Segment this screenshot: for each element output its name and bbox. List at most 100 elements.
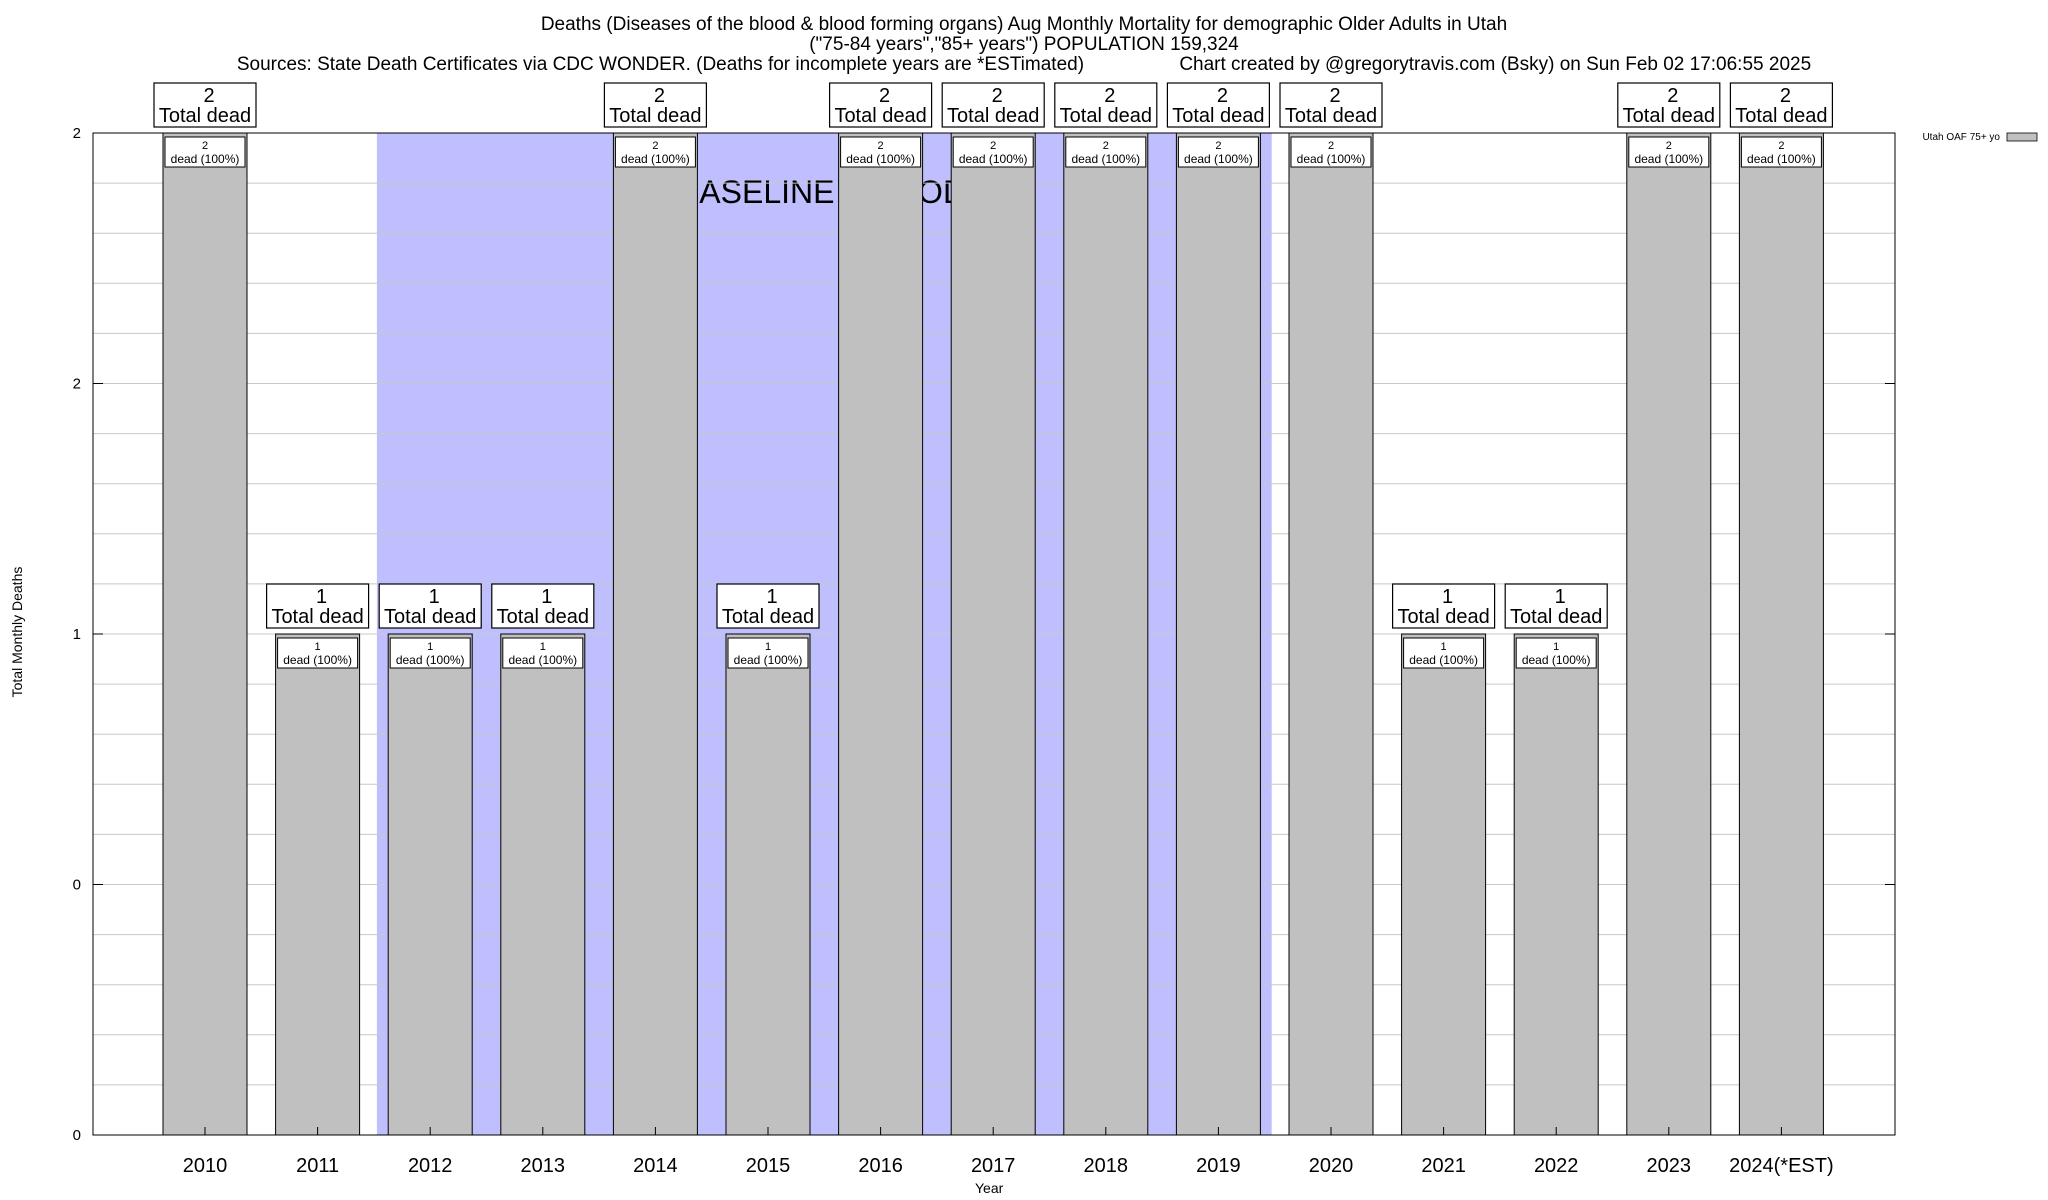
total-text-2016: Total dead [834, 105, 926, 127]
bar-label-box-2018 [1065, 136, 1147, 168]
sources-text: Sources: State Death Certificates via CD… [236, 54, 1085, 75]
bar-label-box-2012 [389, 637, 471, 669]
bar-2014 [612, 132, 698, 1136]
bar-2024(*EST) [1738, 132, 1824, 1136]
bar-label-value-2019: 2 [1215, 140, 1221, 152]
bar-label-text-2021: dead (100%) [1409, 653, 1478, 667]
total-value-2022: 1 [1555, 586, 1566, 608]
total-box-2023 [1617, 82, 1721, 128]
total-text-2012: Total dead [384, 606, 476, 628]
x-tick-label-2011: 2011 [296, 1155, 339, 1177]
bar-2020 [1288, 132, 1374, 1136]
total-value-2024(*EST): 2 [1780, 85, 1791, 107]
x-tick-label-2020: 2020 [1309, 1155, 1354, 1177]
bar-label-box-2020 [1290, 136, 1372, 168]
bar-label-text-2011: dead (100%) [283, 653, 352, 667]
total-value-2021: 1 [1442, 586, 1453, 608]
x-tick-label-2019: 2019 [1196, 1155, 1241, 1177]
total-box-2011 [266, 583, 370, 629]
x-tick-label-2022: 2022 [1534, 1155, 1579, 1177]
bar-2019 [1175, 132, 1261, 1136]
total-box-2016 [828, 82, 933, 128]
total-value-2011: 1 [316, 586, 327, 608]
bar-label-box-2022 [1515, 637, 1597, 669]
total-value-2015: 1 [766, 586, 777, 608]
bar-2022 [1513, 633, 1599, 1136]
x-tick-label-2015: 2015 [746, 1155, 791, 1177]
chart-sources: Sources: State Death Certificates via CD… [0, 55, 2048, 75]
bar-label-text-2020: dead (100%) [1297, 152, 1366, 166]
y-tick-label: 2 [73, 376, 81, 393]
total-box-2014 [603, 82, 708, 128]
total-text-2010: Total dead [159, 105, 251, 127]
total-text-2024(*EST): Total dead [1735, 105, 1827, 127]
bar-label-text-2016: dead (100%) [846, 152, 915, 166]
bar-label-box-2023 [1628, 136, 1710, 168]
bar-2016 [838, 132, 924, 1136]
y-tick-label: 2 [73, 125, 81, 142]
total-value-2012: 1 [429, 586, 440, 608]
bar-label-box-2010 [164, 136, 246, 168]
total-box-2017 [941, 82, 1045, 128]
total-value-2016: 2 [879, 85, 890, 107]
bar-label-value-2010: 2 [202, 140, 208, 152]
total-value-2020: 2 [1329, 85, 1340, 107]
bar-label-text-2013: dead (100%) [508, 653, 577, 667]
credit-text: Chart created by @gregorytravis.com (Bsk… [1179, 54, 1812, 75]
total-box-2019 [1166, 82, 1271, 128]
bar-label-value-2013: 1 [540, 641, 546, 653]
total-box-2020 [1279, 82, 1383, 128]
bar-label-value-2017: 2 [990, 140, 996, 152]
total-box-2018 [1054, 82, 1158, 128]
bar-2015 [725, 633, 811, 1136]
bar-2021 [1401, 633, 1487, 1136]
total-text-2013: Total dead [497, 606, 589, 628]
total-text-2015: Total dead [722, 606, 814, 628]
legend-swatch [2006, 132, 2038, 142]
x-tick-label-2017: 2017 [971, 1155, 1016, 1177]
bar-label-value-2014: 2 [652, 140, 658, 152]
bar-2013 [500, 633, 586, 1136]
total-value-2014: 2 [654, 85, 665, 107]
total-text-2020: Total dead [1285, 105, 1377, 127]
bar-label-box-2019 [1177, 136, 1259, 168]
bar-label-text-2022: dead (100%) [1522, 653, 1591, 667]
total-value-2019: 2 [1217, 85, 1228, 107]
bars [162, 132, 1824, 1136]
bar-2017 [950, 132, 1036, 1136]
x-tick-label-2013: 2013 [521, 1155, 566, 1177]
y-tick-label: 0 [73, 1127, 81, 1144]
bar-label-value-2016: 2 [878, 140, 884, 152]
x-tick-label-2024(*EST): 2024(*EST) [1729, 1155, 1834, 1177]
legend-label: Utah OAF 75+ yo [1922, 132, 2000, 143]
bar-label-box-2016 [840, 136, 922, 168]
bar-2018 [1063, 132, 1149, 1136]
total-box-2012 [378, 583, 482, 629]
bar-label-box-2011 [277, 637, 359, 669]
bar-label-box-2017 [952, 136, 1034, 168]
total-text-2019: Total dead [1172, 105, 1264, 127]
bar-label-value-2021: 1 [1441, 641, 1447, 653]
bar-label-box-2014 [614, 136, 696, 168]
total-text-2017: Total dead [947, 105, 1039, 127]
total-box-2015 [716, 583, 820, 629]
bar-label-text-2019: dead (100%) [1184, 152, 1253, 166]
bar-2023 [1626, 132, 1712, 1136]
chart-title-line-2: ("75-84 years","85+ years") POPULATION 1… [809, 34, 1239, 55]
bar-label-box-2013 [502, 637, 584, 669]
chart-title-line-1: Deaths (Diseases of the blood & blood fo… [540, 14, 1508, 35]
y-axis-label: Total Monthly Deaths [9, 566, 25, 698]
bar-label-text-2018: dead (100%) [1071, 152, 1140, 166]
x-tick-label-2012: 2012 [408, 1155, 453, 1177]
y-tick-label: 0 [73, 877, 81, 894]
x-tick-label-2016: 2016 [858, 1155, 903, 1177]
bar-label-box-2015 [727, 637, 809, 669]
x-tick-label-2021: 2021 [1421, 1155, 1466, 1177]
total-value-2013: 1 [541, 586, 552, 608]
bar-label-value-2012: 1 [427, 641, 433, 653]
total-box-2024(*EST) [1729, 82, 1834, 128]
y-tick-label: 1 [73, 626, 81, 643]
x-tick-label-2018: 2018 [1084, 1155, 1129, 1177]
